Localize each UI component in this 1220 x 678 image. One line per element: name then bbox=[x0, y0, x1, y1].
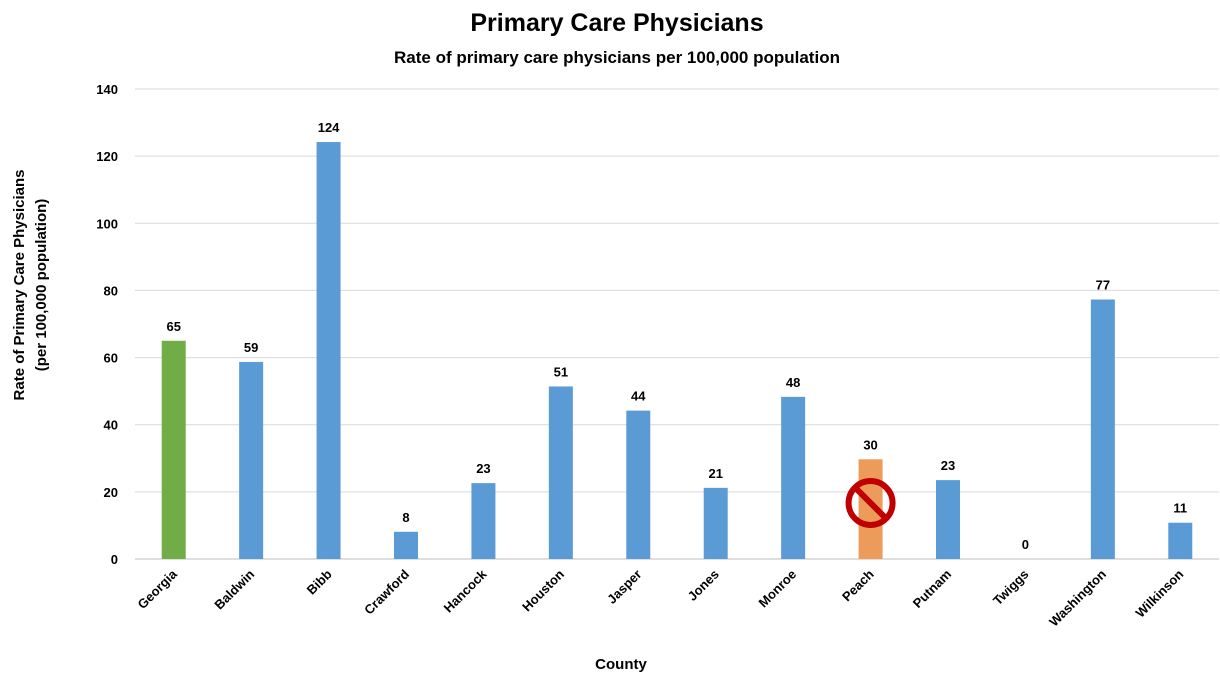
bar-baldwin bbox=[239, 361, 264, 559]
data-label-twiggs: 0 bbox=[1022, 537, 1029, 552]
chart-subtitle: Rate of primary care physicians per 100,… bbox=[394, 48, 840, 67]
y-axis-ticks: 0 20 40 60 80 100 120 140 bbox=[96, 82, 118, 567]
category-label-georgia: Georgia bbox=[134, 566, 180, 612]
data-label-monroe: 48 bbox=[786, 375, 800, 390]
y-axis-title: Rate of Primary Care Physicians (per 100… bbox=[11, 170, 50, 401]
x-axis-title: County bbox=[595, 656, 647, 673]
category-label-putnam: Putnam bbox=[910, 567, 954, 611]
bar-jones bbox=[703, 487, 728, 559]
bar-putnam bbox=[936, 480, 960, 559]
y-tick-label: 40 bbox=[104, 418, 118, 433]
bar-crawford bbox=[394, 531, 418, 559]
bar-hancock bbox=[471, 483, 496, 559]
data-label-wilkinson: 11 bbox=[1173, 501, 1187, 516]
bar-jasper bbox=[626, 410, 651, 559]
category-label-houston: Houston bbox=[519, 566, 567, 614]
bars bbox=[161, 142, 1193, 560]
y-axis-title-line-1: Rate of Primary Care Physicians bbox=[11, 170, 28, 401]
marker-layer bbox=[845, 478, 896, 528]
y-tick-label: 20 bbox=[104, 485, 118, 500]
category-label-bibb: Bibb bbox=[304, 566, 335, 597]
x-axis-ticks: Georgia Baldwin Bibb Crawford Hancock Houston… bbox=[134, 566, 1186, 629]
category-label-hancock: Hancock bbox=[441, 566, 490, 615]
data-label-jones: 21 bbox=[708, 466, 722, 481]
bar-wilkinson bbox=[1168, 522, 1193, 559]
y-axis-title-line-2: (per 100,000 population) bbox=[33, 199, 50, 372]
bar-georgia bbox=[161, 340, 186, 559]
bar-houston bbox=[548, 386, 573, 559]
prohibited-icon-ring bbox=[845, 478, 896, 528]
data-label-peach: 30 bbox=[863, 437, 877, 452]
y-tick-label: 80 bbox=[104, 283, 118, 298]
prohibited-icon-slash bbox=[852, 485, 889, 521]
y-tick-label: 0 bbox=[111, 552, 118, 567]
y-tick-label: 60 bbox=[104, 351, 118, 366]
category-label-wilkinson: Wilkinson bbox=[1132, 566, 1186, 620]
data-labels: 65 59 124 8 23 51 44 21 48 30 23 0 77 11 bbox=[166, 120, 1187, 552]
data-label-baldwin: 59 bbox=[244, 340, 258, 355]
y-tick-label: 140 bbox=[96, 82, 118, 97]
data-label-crawford: 8 bbox=[402, 510, 409, 525]
data-label-bibb: 124 bbox=[318, 120, 340, 135]
category-label-baldwin: Baldwin bbox=[211, 566, 257, 612]
prohibited-icon bbox=[845, 478, 896, 528]
category-label-twiggs: Twiggs bbox=[990, 567, 1032, 609]
category-label-monroe: Monroe bbox=[755, 567, 799, 611]
y-tick-label: 120 bbox=[96, 149, 118, 164]
data-label-putnam: 23 bbox=[941, 458, 955, 473]
data-label-houston: 51 bbox=[554, 364, 568, 379]
category-label-washington: Washington bbox=[1046, 566, 1109, 629]
bar-washington bbox=[1090, 299, 1115, 559]
gridlines bbox=[135, 88, 1219, 560]
data-label-washington: 77 bbox=[1096, 277, 1110, 292]
data-label-jasper: 44 bbox=[631, 389, 646, 404]
category-label-jones: Jones bbox=[685, 567, 722, 604]
y-tick-label: 100 bbox=[96, 216, 118, 231]
data-label-georgia: 65 bbox=[166, 319, 180, 334]
category-label-crawford: Crawford bbox=[361, 566, 412, 617]
chart-title: Primary Care Physicians bbox=[470, 9, 763, 37]
bar-monroe bbox=[781, 396, 806, 559]
data-label-hancock: 23 bbox=[476, 461, 490, 476]
bar-bibb bbox=[316, 142, 341, 560]
category-label-jasper: Jasper bbox=[604, 567, 644, 607]
category-label-peach: Peach bbox=[839, 566, 877, 604]
